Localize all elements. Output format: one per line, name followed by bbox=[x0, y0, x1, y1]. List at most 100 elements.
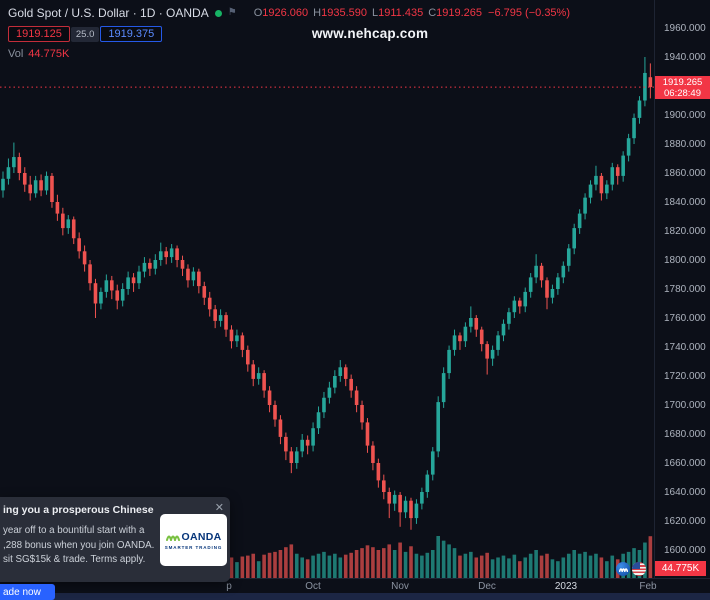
candle-body bbox=[414, 503, 419, 519]
candle-body bbox=[55, 202, 60, 214]
candle-body bbox=[6, 167, 11, 179]
candle-body bbox=[512, 300, 517, 313]
volume-bar bbox=[300, 557, 304, 578]
oanda-wave-icon bbox=[165, 535, 180, 541]
price-axis-label: 1960.000 bbox=[664, 23, 706, 34]
volume-bar bbox=[588, 555, 593, 578]
volume-bar bbox=[436, 536, 440, 578]
price-axis-label: 1720.000 bbox=[664, 371, 706, 382]
candle-body bbox=[327, 387, 332, 398]
time-axis-label: 2023 bbox=[554, 581, 578, 592]
candle-body bbox=[131, 277, 136, 284]
candle-body bbox=[224, 315, 228, 330]
candle-body bbox=[180, 260, 185, 269]
volume-bar bbox=[409, 546, 413, 578]
close-label: C bbox=[428, 7, 437, 19]
volume-bar bbox=[425, 552, 430, 578]
volume-bar bbox=[382, 548, 386, 578]
flag-icon[interactable]: ⚑ bbox=[227, 7, 237, 18]
candle-body bbox=[251, 364, 256, 379]
volume-bar bbox=[262, 554, 266, 578]
volume-bar bbox=[398, 542, 402, 578]
candle-body bbox=[387, 492, 392, 504]
candle-body bbox=[556, 277, 560, 289]
volume-bar bbox=[289, 544, 294, 578]
volume-bar bbox=[561, 557, 566, 578]
open-label: O bbox=[253, 7, 263, 19]
candle-body bbox=[463, 326, 468, 342]
price-axis-label: 1600.000 bbox=[664, 545, 706, 556]
volume-axis-badge: 44.775K bbox=[655, 561, 706, 576]
volume-bar bbox=[267, 552, 272, 578]
candle-body bbox=[267, 390, 272, 405]
candle-body bbox=[539, 265, 544, 281]
candle-body bbox=[365, 422, 370, 446]
candle-body bbox=[534, 265, 538, 278]
candle-body bbox=[142, 262, 147, 272]
broker-logo-icon[interactable] bbox=[616, 562, 630, 576]
promo-body: year off to a bountiful start with a ,28… bbox=[3, 524, 158, 568]
bottom-right-icons bbox=[616, 562, 646, 576]
time-axis-label: Feb bbox=[639, 581, 657, 592]
candle-body bbox=[545, 280, 549, 298]
volume-label: Vol bbox=[8, 48, 24, 60]
volume-bar bbox=[539, 555, 544, 578]
promo-line-1: year off to a bountiful start with a bbox=[3, 525, 145, 536]
candle-body bbox=[22, 173, 27, 185]
candle-body bbox=[39, 180, 43, 191]
candle-body bbox=[333, 376, 337, 388]
promo-line-2: ,288 bonus when you join OANDA. bbox=[3, 539, 155, 551]
candle-body bbox=[311, 428, 315, 446]
price-axis-label: 1880.000 bbox=[664, 139, 706, 150]
candle-body bbox=[175, 248, 179, 260]
volume-bar bbox=[349, 552, 353, 578]
symbol-title[interactable]: Gold Spot / U.S. Dollar · 1D · OANDA bbox=[8, 6, 209, 20]
price-axis-label: 1800.000 bbox=[664, 255, 706, 266]
candle-body bbox=[240, 335, 245, 350]
trade-now-button[interactable]: ade now bbox=[0, 584, 55, 600]
candle-body bbox=[518, 300, 522, 307]
candle-body bbox=[479, 329, 484, 345]
candle-body bbox=[501, 323, 506, 336]
close-icon[interactable]: ✕ bbox=[214, 502, 224, 514]
volume-bar bbox=[599, 557, 604, 578]
volume-bar bbox=[534, 550, 538, 578]
low-value: 1911.435 bbox=[378, 7, 424, 19]
buy-button[interactable]: 1919.375 bbox=[100, 26, 163, 42]
volume-bar bbox=[371, 547, 375, 578]
price-axis-label: 1640.000 bbox=[664, 487, 706, 498]
candle-body bbox=[599, 175, 604, 194]
candle-body bbox=[164, 251, 168, 258]
volume-bar bbox=[566, 553, 571, 578]
price-axis-label: 1660.000 bbox=[664, 458, 706, 469]
candle-body bbox=[300, 439, 304, 452]
candle-body bbox=[93, 283, 98, 304]
sell-button[interactable]: 1919.125 bbox=[8, 26, 70, 42]
price-axis-label: 1820.000 bbox=[664, 226, 706, 237]
volume-bar bbox=[284, 547, 288, 578]
volume-value: 44.775K bbox=[28, 48, 70, 60]
candle-body bbox=[436, 402, 440, 452]
oanda-logo: OANDA SMARTER TRADING bbox=[160, 514, 227, 566]
candle-body bbox=[441, 373, 446, 403]
candle-body bbox=[12, 157, 16, 168]
candle-body bbox=[120, 289, 125, 301]
spread-value: 25.0 bbox=[70, 26, 100, 42]
volume-bar bbox=[463, 553, 468, 578]
volume-bar bbox=[572, 550, 576, 578]
volume-bar bbox=[333, 553, 337, 578]
candle-body bbox=[148, 262, 152, 269]
volume-bar bbox=[583, 551, 587, 578]
volume-bar bbox=[512, 554, 517, 578]
price-axis-label: 1900.000 bbox=[664, 110, 706, 121]
us-flag-icon[interactable] bbox=[632, 562, 646, 576]
volume-bar bbox=[550, 559, 555, 578]
volume-bar bbox=[376, 550, 381, 578]
candle-body bbox=[289, 451, 294, 463]
candle-body bbox=[572, 228, 576, 249]
candle-body bbox=[550, 289, 555, 298]
change-value: −6.795 (−0.35%) bbox=[488, 7, 570, 19]
candle-body bbox=[115, 290, 120, 301]
price-axis-label: 1840.000 bbox=[664, 197, 706, 208]
candle-body bbox=[420, 492, 424, 504]
